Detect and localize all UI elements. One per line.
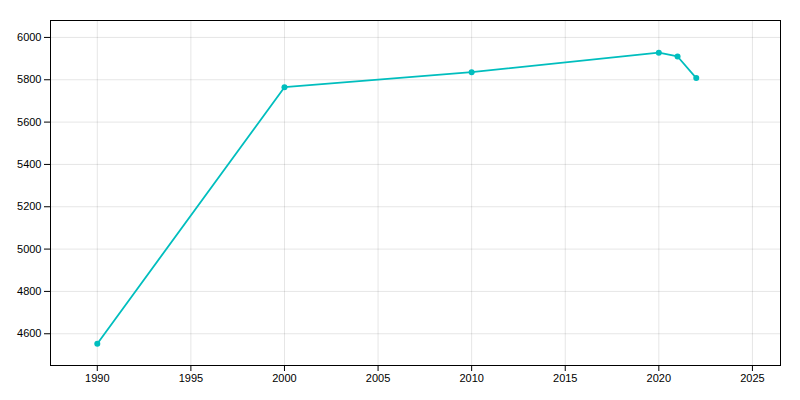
- svg-text:2015: 2015: [553, 372, 577, 384]
- svg-text:1990: 1990: [85, 372, 109, 384]
- svg-text:4800: 4800: [17, 285, 41, 297]
- svg-text:5200: 5200: [17, 200, 41, 212]
- svg-text:2005: 2005: [366, 372, 390, 384]
- svg-text:5800: 5800: [17, 73, 41, 85]
- svg-text:5400: 5400: [17, 158, 41, 170]
- svg-text:2020: 2020: [647, 372, 671, 384]
- svg-text:6000: 6000: [17, 31, 41, 43]
- svg-text:5000: 5000: [17, 243, 41, 255]
- svg-text:2000: 2000: [272, 372, 296, 384]
- svg-text:4600: 4600: [17, 327, 41, 339]
- svg-text:2010: 2010: [459, 372, 483, 384]
- svg-text:5600: 5600: [17, 116, 41, 128]
- svg-text:2025: 2025: [740, 372, 764, 384]
- svg-text:1995: 1995: [179, 372, 203, 384]
